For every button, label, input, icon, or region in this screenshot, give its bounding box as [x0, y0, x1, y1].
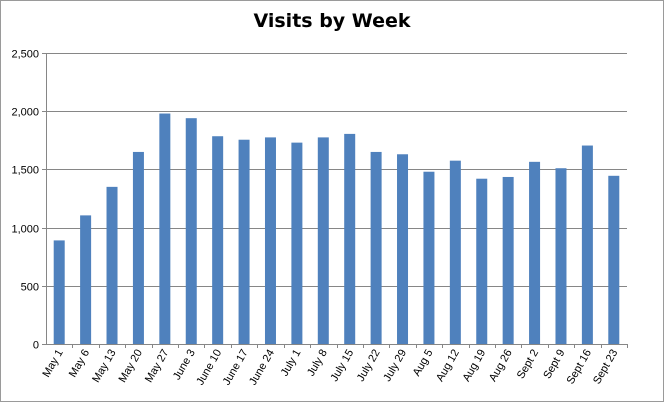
bar — [238, 139, 250, 344]
x-tick-label: Aug 12 — [434, 348, 462, 384]
bar — [185, 118, 197, 345]
bar — [397, 154, 409, 344]
bar — [212, 136, 224, 344]
x-tick-label: July 8 — [305, 348, 330, 379]
x-tick-label: May 27 — [143, 348, 171, 385]
x-tick-label: Sept 23 — [591, 348, 620, 387]
x-tick-label: June 24 — [247, 348, 277, 388]
x-tick-label: May 20 — [117, 348, 145, 385]
bar — [264, 137, 276, 344]
bar — [449, 160, 461, 344]
bar — [581, 145, 593, 344]
x-tick-label: May 13 — [90, 348, 118, 385]
y-tick-label: 500 — [21, 282, 39, 294]
bar — [555, 168, 567, 344]
x-tick-label: July 22 — [355, 348, 383, 384]
bar — [317, 137, 329, 344]
x-tick-label: July 1 — [279, 348, 304, 379]
x-tick-label: Aug 5 — [411, 348, 436, 379]
y-tick-label: 2,500 — [11, 49, 39, 61]
bar — [80, 215, 92, 344]
x-tick-label: July 29 — [381, 348, 409, 384]
y-tick-label: 2,000 — [11, 107, 39, 119]
x-tick-label: Sept 2 — [515, 348, 541, 382]
bar — [53, 240, 65, 344]
bar — [608, 175, 620, 344]
y-tick-label: 0 — [33, 340, 39, 352]
bar — [132, 151, 144, 344]
bar — [106, 186, 118, 344]
bar — [370, 151, 382, 344]
y-axis-ticks: 0 500 1,000 1,500 2,000 2,500 — [11, 49, 46, 352]
x-tick-label: Aug 19 — [461, 348, 489, 384]
x-tick-label: Sept 16 — [565, 348, 594, 387]
y-tick-label: 1,000 — [11, 224, 39, 236]
bar — [291, 142, 303, 344]
x-tick-label: June 3 — [171, 348, 198, 383]
bar — [502, 176, 514, 344]
x-tick-label: Sept 9 — [541, 348, 567, 382]
bar — [476, 178, 488, 344]
x-tick-label: July 15 — [328, 348, 356, 384]
bar — [159, 113, 171, 344]
bar — [529, 161, 541, 344]
x-tick-label: May 1 — [40, 348, 65, 380]
x-tick-label: May 6 — [67, 348, 92, 380]
bar — [344, 133, 356, 344]
bars — [53, 113, 620, 345]
bar — [423, 171, 435, 344]
y-tick-label: 1,500 — [11, 165, 39, 177]
x-tick-label: Aug 26 — [487, 348, 515, 384]
chart-title: Visits by Week — [253, 10, 411, 32]
